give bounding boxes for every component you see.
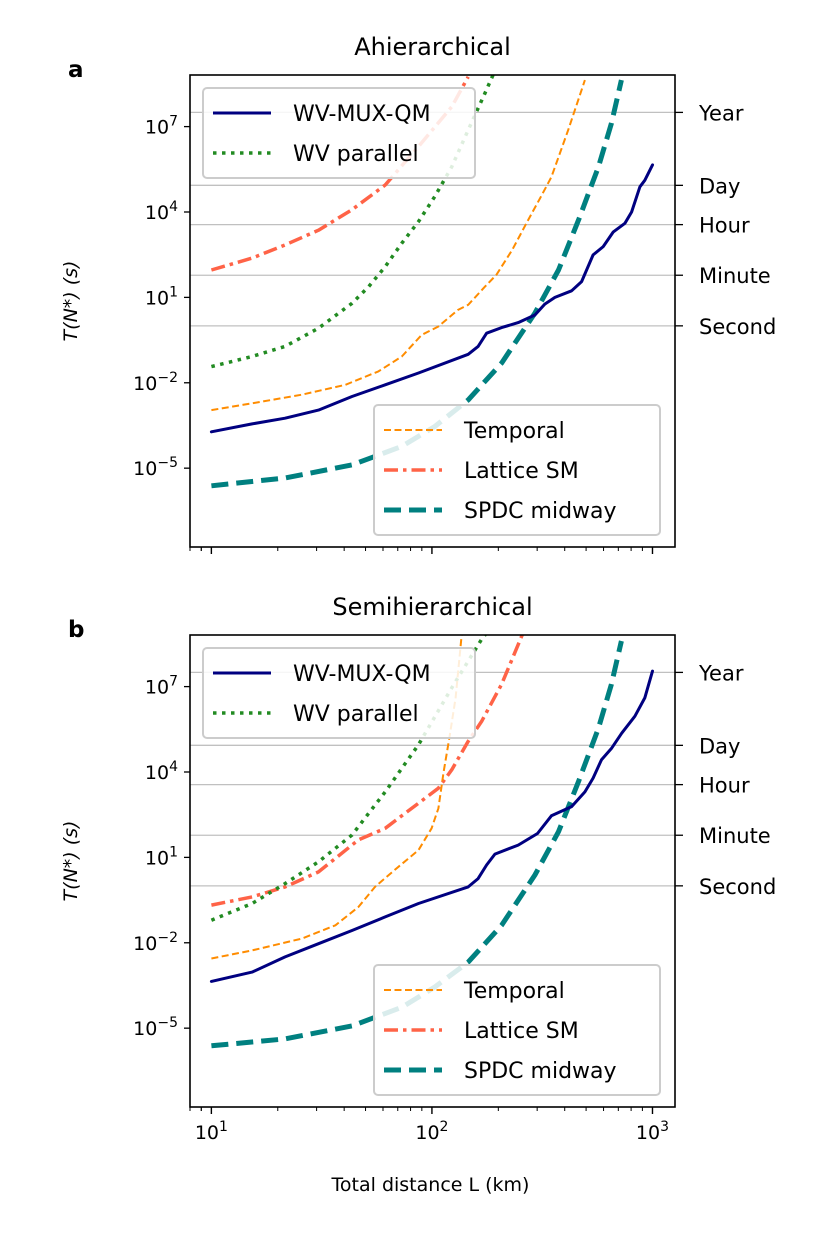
- y-tick-label: 10−2: [133, 930, 178, 955]
- reference-label-minute: Minute: [699, 824, 771, 848]
- y-tick-label-exp: 1: [169, 284, 178, 300]
- legend-entry-label: SPDC midway: [464, 499, 617, 524]
- legend-box: [373, 964, 661, 1096]
- y-tick-label-exp: 4: [169, 759, 178, 775]
- y-tick-label: 104: [145, 199, 178, 224]
- reference-label-hour: Hour: [699, 774, 750, 798]
- y-tick-label-exp: 1: [169, 844, 178, 860]
- legend-entry-label: WV-MUX-QM: [293, 102, 431, 127]
- reference-label-second: Second: [699, 875, 776, 899]
- x-tick-label: 103: [636, 1119, 669, 1144]
- y-tick-label-exp: 4: [169, 199, 178, 215]
- y-tick-label-base: 10: [145, 287, 169, 309]
- legend-entry-label: WV parallel: [293, 142, 419, 167]
- y-tick-label: 10−5: [133, 1015, 178, 1040]
- y-tick-label: 10−5: [133, 455, 178, 480]
- legend-entry-label: WV parallel: [293, 702, 419, 727]
- reference-label-year: Year: [698, 101, 744, 125]
- y-tick-label: 10−2: [133, 370, 178, 395]
- reference-label-day: Day: [699, 174, 740, 198]
- x-tick-label-base: 10: [636, 1122, 660, 1144]
- legend-entry-label: Lattice SM: [464, 1019, 579, 1044]
- panel-label: b: [68, 617, 84, 643]
- y-tick-label-exp: −2: [157, 370, 178, 386]
- y-axis-label: T(N*) (s): [60, 261, 82, 342]
- y-tick-label-base: 10: [133, 458, 157, 480]
- legend-upper-left: WV-MUX-QM WV parallel: [202, 87, 476, 179]
- legend-box: [202, 647, 476, 739]
- y-tick-label: 104: [145, 759, 178, 784]
- legend-lower-right: Temporal Lattice SM SPDC midway: [373, 964, 661, 1096]
- legend-entry-label: WV-MUX-QM: [293, 662, 431, 687]
- x-tick-label-exp: 1: [219, 1119, 228, 1135]
- reference-label-minute: Minute: [699, 264, 771, 288]
- y-tick-label-exp: −5: [157, 455, 178, 471]
- y-tick-label-base: 10: [145, 202, 169, 224]
- y-tick-label-base: 10: [133, 933, 157, 955]
- legend-entry-label: Lattice SM: [464, 459, 579, 484]
- legend-entry-label: SPDC midway: [464, 1059, 617, 1084]
- panel-label: a: [68, 57, 84, 83]
- y-tick-label: 101: [145, 844, 178, 869]
- y-tick-label: 107: [145, 674, 178, 699]
- y-tick-label-base: 10: [145, 847, 169, 869]
- y-tick-label-base: 10: [145, 762, 169, 784]
- legend-lower-right: Temporal Lattice SM SPDC midway: [373, 404, 661, 536]
- y-tick-label: 101: [145, 284, 178, 309]
- series-line-temporal: [211, 79, 586, 412]
- y-tick-label-exp: −2: [157, 930, 178, 946]
- y-tick-label-base: 10: [133, 1018, 157, 1040]
- y-tick-label-exp: 7: [169, 114, 178, 130]
- series-line-wv-mux-qm: [209, 163, 654, 434]
- x-tick-label-base: 10: [195, 1122, 219, 1144]
- legend-box: [373, 404, 661, 536]
- y-tick-label: 107: [145, 114, 178, 139]
- x-tick-label: 102: [415, 1119, 448, 1144]
- series-line-spdc-midway: [211, 640, 624, 1049]
- x-axis-label: Total distance L (km): [331, 1174, 530, 1196]
- y-tick-label-base: 10: [145, 117, 169, 139]
- legend-entry-label: Temporal: [463, 419, 565, 444]
- y-tick-label-base: 10: [145, 677, 169, 699]
- panel-title: Ahierarchical: [354, 33, 511, 61]
- legend-box: [202, 87, 476, 179]
- panel-b: Year Day Hour Minute Second Semihierarchical b…: [60, 593, 776, 1196]
- reference-label-hour: Hour: [699, 214, 750, 238]
- x-tick-label: 101: [195, 1119, 228, 1144]
- series-line-wv-mux-qm: [209, 669, 654, 983]
- series-line-wv-parallel: [210, 75, 495, 369]
- reference-label-second: Second: [699, 315, 776, 339]
- series-line-spdc-midway: [211, 79, 624, 489]
- y-axis-label: T(N*) (s): [60, 821, 82, 902]
- reference-label-year: Year: [698, 661, 744, 685]
- legend-upper-left: WV-MUX-QM WV parallel: [202, 647, 476, 739]
- x-tick-label-exp: 2: [440, 1119, 449, 1135]
- x-tick-label-base: 10: [415, 1122, 439, 1144]
- y-tick-label-base: 10: [133, 373, 157, 395]
- reference-label-day: Day: [699, 734, 740, 758]
- x-tick-label-exp: 3: [660, 1119, 669, 1135]
- panel-a: Year Day Hour Minute Second Ahierarchical a T(N…: [60, 33, 776, 554]
- y-tick-label-exp: −5: [157, 1015, 178, 1031]
- legend-entry-label: Temporal: [463, 979, 565, 1004]
- panel-title: Semihierarchical: [332, 593, 532, 621]
- y-tick-label-exp: 7: [169, 674, 178, 690]
